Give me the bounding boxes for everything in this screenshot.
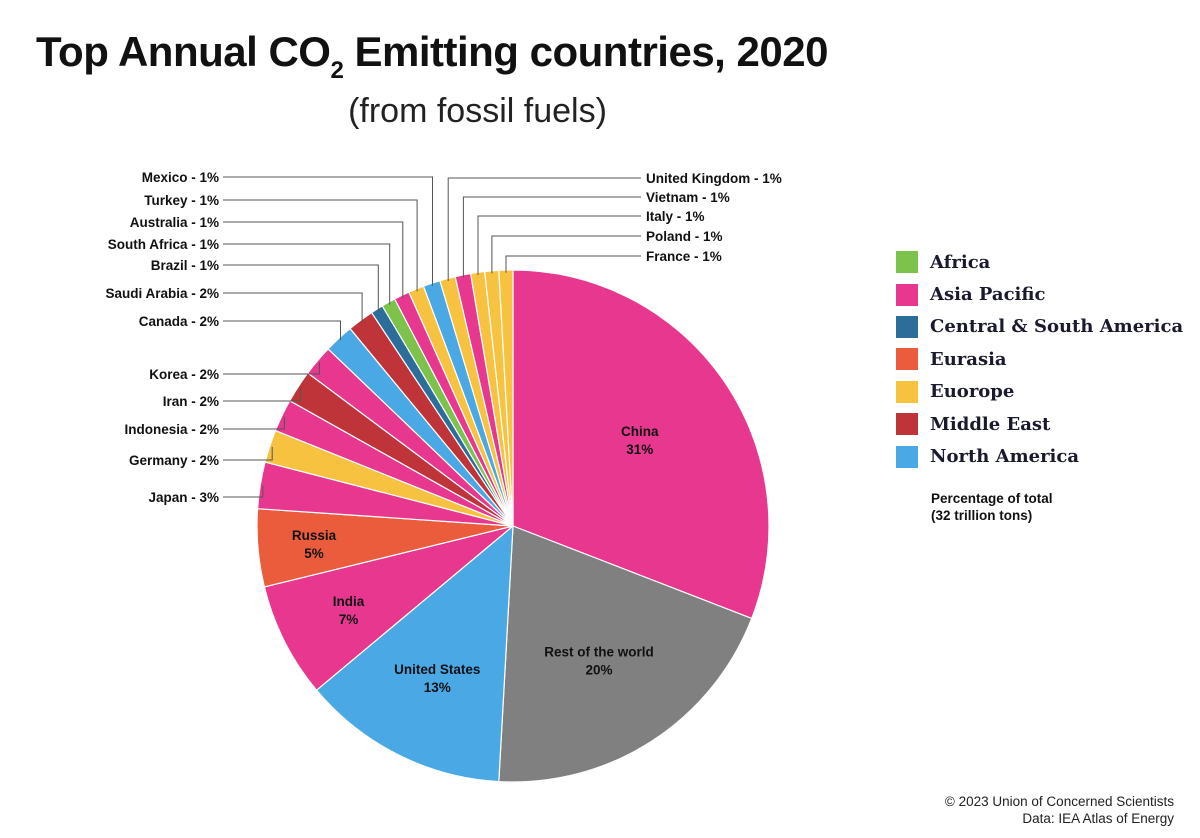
slice-value-rest-of-the-world: 20% [586,662,613,677]
legend-label: Asia Pacific [930,284,1046,306]
pie-slice-united-states [315,524,514,783]
legend-label: Africa [930,251,991,273]
callout-label-indonesia-2: Indonesia - 2% [124,422,219,437]
callout-label-saudi-arabia-2: Saudi Arabia - 2% [105,286,219,301]
leader-line-iran-2 [223,388,301,402]
legend-swatch [896,380,918,403]
leader-line-germany-2 [223,446,273,461]
legend-item-asia-pacific: Asia Pacific [896,278,1183,310]
legend-swatch [896,251,918,274]
leader-line-brazil-1 [223,264,379,312]
legend-label: North America [930,446,1080,468]
leader-line-saudi-arabia-2 [223,292,363,323]
leader-line-poland-1 [491,235,641,274]
legend-label: Middle East [930,413,1051,435]
callout-label-south-africa-1: South Africa - 1% [108,237,219,252]
legend-item-middle-east: Middle East [896,408,1183,440]
slice-label-india: India [333,594,365,609]
legend-label: Euorope [930,381,1015,403]
callout-label-japan-3: Japan - 3% [148,490,219,505]
note-line-1: Percentage of total [931,491,1053,506]
credit: © 2023 Union of Concerned Scientists Dat… [945,793,1174,827]
legend-swatch [896,445,918,468]
leader-line-italy-1 [477,215,641,275]
legend: Africa Asia Pacific Central & South Amer… [896,246,1183,473]
title-subscript: 2 [330,57,344,84]
legend-note: Percentage of total (32 trillion tons) [931,490,1131,524]
callout-label-vietnam-1: Vietnam - 1% [646,190,730,205]
legend-item-north-america: North America [896,440,1183,472]
callout-label-iran-2: Iran - 2% [163,394,219,409]
legend-item-africa: Africa [896,246,1183,278]
pie-slice-india [263,525,514,691]
slice-label-rest-of-the-world: Rest of the world [544,644,654,659]
callout-label-australia-1: Australia - 1% [130,215,219,230]
callout-label-canada-2: Canada - 2% [139,314,219,329]
leader-line-mexico-1 [223,176,433,286]
legend-swatch [896,283,918,306]
callout-label-poland-1: Poland - 1% [646,229,723,244]
leader-line-korea-2 [223,362,320,375]
title-rest: Emitting countries, 2020 [343,28,828,75]
leader-line-vietnam-1 [462,196,641,278]
leader-line-japan-3 [223,485,264,498]
pie-slice-china [512,269,770,620]
legend-swatch [896,413,918,436]
callout-label-mexico-1: Mexico - 1% [142,170,219,185]
slice-value-india: 7% [339,612,359,627]
copyright-text: © 2023 Union of Concerned Scientists [944,794,1174,809]
legend-swatch [896,348,918,371]
callout-label-italy-1: Italy - 1% [646,209,705,224]
title-main: Top Annual CO [36,28,331,75]
slice-label-russia: Russia [292,528,337,543]
callout-label-germany-2: Germany - 2% [129,453,219,468]
legend-item-europe: Euorope [896,376,1183,408]
legend-item-central-south-america: Central & South America [896,311,1183,343]
note-line-2: (32 trillion tons) [931,508,1033,523]
leader-line-france-1 [505,255,641,273]
pie-slice-rest-of-the-world [498,525,753,783]
chart-title: Top Annual CO2 Emitting countries, 2020 [36,28,1136,84]
leader-line-united-kingdom-1 [447,177,641,281]
callout-label-turkey-1: Turkey - 1% [144,193,219,208]
legend-label: Eurasia [930,348,1007,370]
leader-line-indonesia-2 [223,416,285,430]
callout-label-brazil-1: Brazil - 1% [151,258,219,273]
legend-swatch [896,315,918,338]
slice-label-china: China [621,424,659,439]
leader-line-turkey-1 [223,199,418,292]
callout-label-france-1: France - 1% [646,249,722,264]
chart-subtitle: (from fossil fuels) [348,92,607,130]
slice-value-russia: 5% [304,546,324,561]
legend-item-eurasia: Eurasia [896,343,1183,375]
leader-line-south-africa-1 [223,243,391,305]
callout-label-korea-2: Korea - 2% [149,367,219,382]
slice-value-united-states: 13% [424,680,451,695]
data-source-text: Data: IEA Atlas of Energy [1022,811,1174,826]
leader-line-australia-1 [223,221,404,298]
legend-label: Central & South America [930,316,1184,338]
slice-value-china: 31% [626,442,653,457]
leader-line-canada-2 [223,320,341,341]
slice-label-united-states: United States [394,662,480,677]
callout-label-united-kingdom-1: United Kingdom - 1% [646,171,782,186]
